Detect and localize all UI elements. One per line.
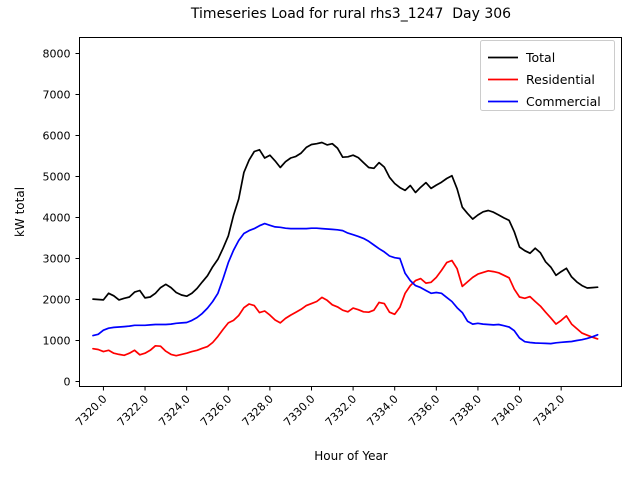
y-tick-label: 8000: [43, 47, 71, 60]
x-tick-label: 7330.0: [281, 392, 317, 428]
series-line-residential: [92, 259, 599, 357]
legend-label-commercial: Commercial: [526, 94, 601, 109]
y-tick-label: 7000: [43, 88, 71, 101]
chart-title: Timeseries Load for rural rhs3_1247 Day …: [190, 6, 512, 22]
legend-label-residential: Residential: [526, 72, 595, 87]
x-tick-label: 7342.0: [531, 392, 567, 428]
x-tick-label: 7326.0: [198, 392, 234, 428]
axes-frame: [79, 37, 622, 387]
x-tick-label: 7328.0: [240, 392, 276, 428]
series-line-total: [92, 141, 599, 301]
x-tick-label: 7332.0: [323, 392, 359, 428]
x-tick-label: 7324.0: [156, 392, 192, 428]
y-tick-label: 2000: [43, 293, 71, 306]
y-tick-label: 4000: [43, 211, 71, 224]
x-axis-label: Hour of Year: [314, 449, 388, 463]
y-tick-label: 1000: [43, 334, 71, 347]
y-tick-label: 3000: [43, 252, 71, 265]
y-tick-label: 6000: [43, 129, 71, 142]
x-tick-label: 7336.0: [406, 392, 442, 428]
x-tick-label: 7334.0: [364, 392, 400, 428]
x-tick-label: 7320.0: [73, 392, 109, 428]
y-tick-label: 5000: [43, 170, 71, 183]
x-tick-label: 7338.0: [448, 392, 484, 428]
series-line-commercial: [92, 222, 599, 345]
x-tick-label: 7340.0: [489, 392, 525, 428]
legend-label-total: Total: [525, 50, 555, 65]
y-tick-label: 0: [64, 375, 71, 388]
x-tick-label: 7322.0: [115, 392, 151, 428]
